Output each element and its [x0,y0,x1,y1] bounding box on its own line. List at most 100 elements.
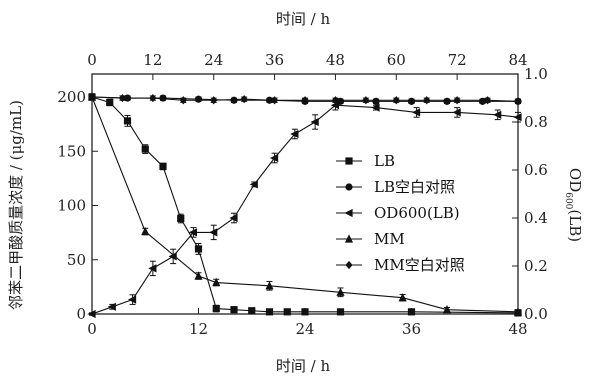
series-2-point-2 [127,295,137,304]
series-0-point-2 [123,117,132,125]
series-4-point-6 [270,96,279,105]
series-0-point-10 [265,308,274,316]
series-2-point-12 [330,101,340,110]
series-2-point-9 [269,153,279,163]
series-0-point-4 [159,162,167,171]
plot-area: 0 12 24 36 48 0 12 24 36 48 60 72 84 0 50 100 150 200 0.0 0… [57,51,548,338]
right-tick-label-3: 0.6 [524,161,548,179]
series-4-point-1 [118,93,127,103]
series-3-point-1 [141,226,150,236]
series-2-point-14 [411,108,421,117]
legend-marker-2 [344,208,353,218]
series-1-point-8 [372,97,380,105]
series-4-point-7 [301,96,309,105]
legend-marker-4 [345,260,353,270]
left-tick-label-2: 100 [57,197,86,215]
series-2-point-4 [168,252,177,261]
series-1-point-2 [159,94,167,102]
series-2 [87,99,522,319]
series-0-point-14 [407,308,416,316]
series-4-point-8 [331,96,340,105]
series-0-point-3 [141,145,149,153]
right-axis-title-sub: 600 [563,192,573,209]
left-tick-label-3: 150 [57,142,86,160]
series-2-point-6 [209,228,218,237]
series-1-point-4 [230,96,238,104]
right-axis-title: OD600(LB) [563,168,584,242]
series-2-point-7 [229,213,238,223]
series-3-point-5 [336,287,345,296]
top-axis-title: 时间 / h [276,10,331,28]
right-tick-label-0: 0.0 [524,305,548,323]
series-2-point-15 [452,108,461,117]
top-tick-label-0: 0 [87,51,97,69]
series-2-point-13 [371,103,380,112]
series-2-point-5 [188,228,198,237]
series-2-point-17 [513,113,522,122]
series-4-point-9 [362,96,370,105]
series-4-point-12 [453,96,461,105]
series-4-point-5 [240,95,248,104]
left-axis-title: 邻苯二甲酸质量浓度 / (μg/mL) [7,100,25,310]
bottom-tick-label-1: 12 [189,320,208,338]
top-tick-label-4: 48 [326,51,345,69]
series-2-point-3 [148,264,157,273]
series-0-line [91,96,519,314]
series-1-point-10 [443,97,451,105]
legend-marker-1 [345,183,353,191]
series-4-point-13 [483,96,492,105]
series-0-point-7 [212,304,220,313]
legend-marker-3 [344,234,354,243]
series-4-point-14 [514,97,522,106]
top-tick-label-7: 84 [508,51,527,69]
series-0-point-1 [106,98,114,107]
series-2-point-1 [107,302,116,311]
series-2-point-10 [290,129,299,139]
bottom-axis-title: 时间 / h [276,357,331,375]
series-3-point-2 [194,271,203,280]
top-tick-label-3: 36 [265,51,284,69]
legend-label-4: MM空白对照 [374,256,465,274]
left-tick-label-4: 200 [57,88,86,106]
series-3-point-6 [398,293,407,302]
left-tick-label-0: 0 [76,305,86,323]
series-3-point-3 [212,277,221,287]
legend: LB LB空白对照 OD600(LB) MM MM空白对照 [336,152,465,274]
series-0-point-5 [177,214,185,223]
series-0-point-11 [283,308,291,316]
series-4-point-2 [149,93,157,103]
bottom-tick-label-4: 48 [508,320,527,338]
series-1-point-3 [194,95,203,103]
series-4 [88,92,522,106]
legend-label-1: LB空白对照 [374,178,455,196]
series-0-point-6 [194,245,203,253]
top-tick-label-2: 24 [204,51,223,69]
series-2-point-0 [87,309,96,319]
legend-marker-0 [345,157,353,165]
series-4-point-4 [210,96,218,105]
series-0-point-13 [336,308,345,316]
bottom-tick-label-2: 24 [295,320,314,338]
right-tick-label-4: 0.8 [524,113,548,131]
bottom-tick-label-0: 0 [87,320,97,338]
series-2-line [91,104,519,315]
legend-label-0: LB [374,152,395,170]
series-2-point-11 [310,117,319,127]
series-2-point-8 [249,180,258,189]
series-1-point-9 [407,97,416,105]
series-0-point-12 [301,308,309,316]
series-0-point-8 [230,306,238,314]
series-3-point-4 [265,281,274,290]
series-4-point-3 [179,96,187,105]
right-tick-label-1: 0.2 [524,257,548,275]
legend-label-2: OD600(LB) [374,204,460,222]
series-4-point-10 [392,96,400,105]
series-3-point-8 [513,307,523,316]
series-2-point-16 [493,110,502,119]
series-3-point-7 [442,305,452,314]
right-tick-label-5: 1.0 [524,65,548,83]
series-4-point-0 [88,92,96,102]
series-4-point-11 [423,96,431,105]
bottom-tick-label-3: 36 [402,320,421,338]
